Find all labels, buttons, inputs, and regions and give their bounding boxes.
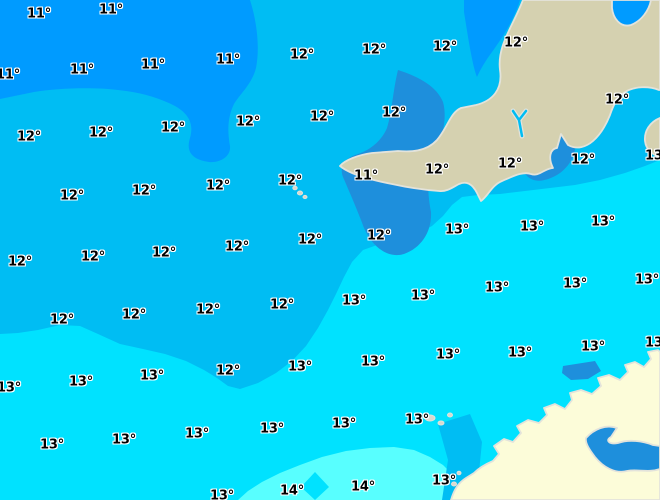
temp-label: 11° xyxy=(27,6,51,22)
temp-label: 13° xyxy=(342,293,366,309)
temp-label: 12° xyxy=(425,162,449,178)
temp-label: 13° xyxy=(0,380,21,396)
temp-label: 12° xyxy=(17,129,41,145)
temp-label: 13° xyxy=(520,219,544,235)
temp-label: 12° xyxy=(571,152,595,168)
sea-region-13deg xyxy=(0,160,660,500)
temp-label: 12° xyxy=(270,297,294,313)
temp-label: 13° xyxy=(112,432,136,448)
temp-label: 12° xyxy=(504,35,528,51)
temp-label: 12° xyxy=(498,156,522,172)
temp-label: 12° xyxy=(216,363,240,379)
sea-patch-13deg-diamond xyxy=(301,472,329,500)
temp-label: 13° xyxy=(635,272,659,288)
temp-label: 13° xyxy=(185,426,209,442)
temp-label: 12° xyxy=(225,239,249,255)
temp-label: 13° xyxy=(436,347,460,363)
temp-label: 12° xyxy=(132,183,156,199)
temp-label: 13° xyxy=(405,412,429,428)
temp-label: 13° xyxy=(332,416,356,432)
temp-label: 13° xyxy=(445,222,469,238)
temp-label: 13° xyxy=(411,288,435,304)
temp-label: 12° xyxy=(433,39,457,55)
temp-label: 13° xyxy=(210,488,234,500)
temp-label: 12° xyxy=(152,245,176,261)
temp-label: 13° xyxy=(260,421,284,437)
cold-patch-brittany-bay xyxy=(562,361,601,380)
temp-label: 11° xyxy=(99,2,123,18)
temp-label: 12° xyxy=(206,178,230,194)
temp-label: 12° xyxy=(50,312,74,328)
temp-label: 11° xyxy=(141,57,165,73)
inlet-bristol-channel xyxy=(611,0,652,27)
temp-label: 13° xyxy=(140,368,164,384)
temp-label: 12° xyxy=(310,109,334,125)
temp-label: 12° xyxy=(60,188,84,204)
temp-label: 14° xyxy=(351,479,375,495)
sea-region-11deg-tongue xyxy=(464,0,520,77)
temp-label: 13° xyxy=(563,276,587,292)
temp-label: 11° xyxy=(70,62,94,78)
temp-label: 12° xyxy=(298,232,322,248)
temp-label: 12° xyxy=(81,249,105,265)
temp-label: 13° xyxy=(40,437,64,453)
temp-label: 13° xyxy=(69,374,93,390)
temp-label: 13° xyxy=(645,148,660,164)
temp-label: 12° xyxy=(196,302,220,318)
temp-label: 11° xyxy=(0,67,20,83)
bay-rade-de-brest xyxy=(584,425,660,473)
temp-label: 14° xyxy=(280,483,304,499)
temp-label: 13° xyxy=(288,359,312,375)
temp-label: 12° xyxy=(161,120,185,136)
temp-label: 13° xyxy=(432,473,456,489)
temp-label: 11° xyxy=(216,52,240,68)
temp-label: 12° xyxy=(367,228,391,244)
temp-label: 13° xyxy=(508,345,532,361)
sea-region-14deg xyxy=(238,447,462,500)
temp-label: 13° xyxy=(645,335,660,351)
temp-label: 12° xyxy=(278,173,302,189)
temp-label: 13° xyxy=(581,339,605,355)
temp-label: 12° xyxy=(362,42,386,58)
sea-region-11deg-northwest xyxy=(0,0,258,163)
temp-label: 12° xyxy=(382,105,406,121)
temp-label: 12° xyxy=(605,92,629,108)
islands-ushant xyxy=(424,412,462,487)
temp-label: 12° xyxy=(122,307,146,323)
temp-label: 12° xyxy=(290,47,314,63)
land-england xyxy=(339,0,660,202)
temp-label: 12° xyxy=(8,254,32,270)
temp-label: 13° xyxy=(485,280,509,296)
islands-scilly xyxy=(292,185,308,200)
temp-label: 11° xyxy=(354,168,378,184)
temp-label: 12° xyxy=(236,114,260,130)
temp-label: 12° xyxy=(89,125,113,141)
temp-label: 13° xyxy=(361,354,385,370)
estuary-tamar xyxy=(510,108,529,139)
land-portland xyxy=(644,117,660,158)
temp-label: 13° xyxy=(591,214,615,230)
